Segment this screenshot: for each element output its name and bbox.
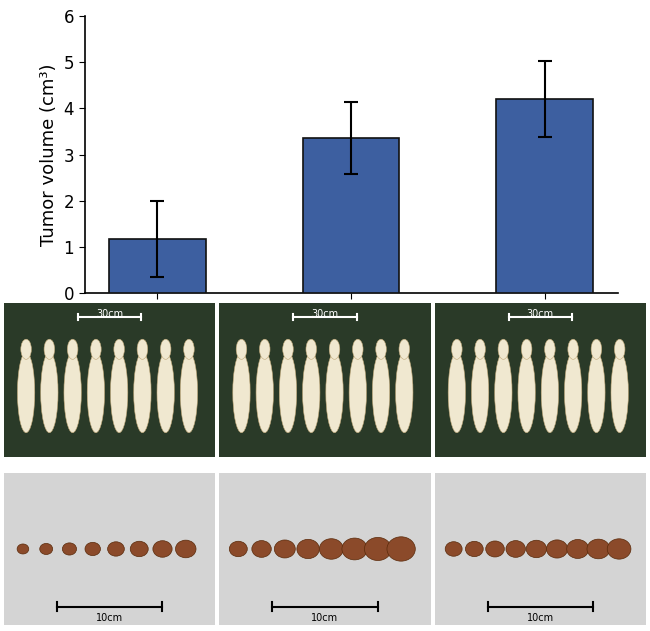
Ellipse shape <box>614 339 625 359</box>
Ellipse shape <box>44 339 55 359</box>
Ellipse shape <box>64 352 81 433</box>
Bar <box>302 138 400 293</box>
Ellipse shape <box>114 339 124 359</box>
Ellipse shape <box>445 541 462 557</box>
Ellipse shape <box>319 539 343 559</box>
Ellipse shape <box>564 352 582 433</box>
Ellipse shape <box>567 540 589 558</box>
Ellipse shape <box>365 538 391 560</box>
Ellipse shape <box>518 352 536 433</box>
Text: 10cm: 10cm <box>526 613 554 623</box>
Ellipse shape <box>303 352 320 433</box>
Bar <box>109 239 205 293</box>
Ellipse shape <box>607 539 631 559</box>
Ellipse shape <box>252 541 271 557</box>
Ellipse shape <box>157 352 174 433</box>
Ellipse shape <box>130 541 148 557</box>
Ellipse shape <box>297 540 319 558</box>
Text: 30cm: 30cm <box>526 309 554 319</box>
Ellipse shape <box>349 352 367 433</box>
Ellipse shape <box>108 542 124 556</box>
Ellipse shape <box>342 538 367 560</box>
Ellipse shape <box>18 352 34 433</box>
Ellipse shape <box>495 352 512 433</box>
Ellipse shape <box>176 540 196 558</box>
Ellipse shape <box>274 540 295 558</box>
Ellipse shape <box>283 339 293 359</box>
Ellipse shape <box>471 352 489 433</box>
Ellipse shape <box>506 541 525 557</box>
Ellipse shape <box>153 541 172 557</box>
Ellipse shape <box>17 544 29 554</box>
Ellipse shape <box>486 541 504 557</box>
Ellipse shape <box>41 352 58 433</box>
Ellipse shape <box>21 339 31 359</box>
Text: 10cm: 10cm <box>311 613 339 623</box>
Ellipse shape <box>111 352 128 433</box>
Text: 10cm: 10cm <box>96 613 124 623</box>
Ellipse shape <box>611 352 629 433</box>
Ellipse shape <box>498 339 509 359</box>
Ellipse shape <box>372 352 390 433</box>
Ellipse shape <box>233 352 250 433</box>
Ellipse shape <box>90 339 101 359</box>
Ellipse shape <box>465 541 483 557</box>
Ellipse shape <box>547 540 567 558</box>
Ellipse shape <box>587 539 610 559</box>
Ellipse shape <box>588 352 605 433</box>
Ellipse shape <box>448 352 465 433</box>
Ellipse shape <box>85 542 101 556</box>
Ellipse shape <box>387 537 415 561</box>
Ellipse shape <box>399 339 410 359</box>
Ellipse shape <box>526 540 547 558</box>
Ellipse shape <box>68 339 78 359</box>
Ellipse shape <box>161 339 171 359</box>
Ellipse shape <box>591 339 602 359</box>
Ellipse shape <box>474 339 486 359</box>
Ellipse shape <box>62 543 77 555</box>
Ellipse shape <box>306 339 317 359</box>
Ellipse shape <box>229 541 247 557</box>
Ellipse shape <box>236 339 247 359</box>
Ellipse shape <box>330 339 340 359</box>
Ellipse shape <box>376 339 386 359</box>
Ellipse shape <box>256 352 274 433</box>
Ellipse shape <box>452 339 462 359</box>
Ellipse shape <box>184 339 194 359</box>
Text: 30cm: 30cm <box>96 309 124 319</box>
Ellipse shape <box>180 352 198 433</box>
Y-axis label: Tumor volume (cm³): Tumor volume (cm³) <box>40 63 58 246</box>
Ellipse shape <box>280 352 296 433</box>
Ellipse shape <box>326 352 343 433</box>
Ellipse shape <box>545 339 555 359</box>
Ellipse shape <box>87 352 105 433</box>
Text: 30cm: 30cm <box>311 309 339 319</box>
Ellipse shape <box>137 339 148 359</box>
Ellipse shape <box>352 339 363 359</box>
Ellipse shape <box>40 543 53 555</box>
Ellipse shape <box>134 352 151 433</box>
Ellipse shape <box>521 339 532 359</box>
Ellipse shape <box>259 339 270 359</box>
Ellipse shape <box>568 339 578 359</box>
Ellipse shape <box>396 352 413 433</box>
Bar <box>497 99 593 293</box>
Ellipse shape <box>541 352 558 433</box>
